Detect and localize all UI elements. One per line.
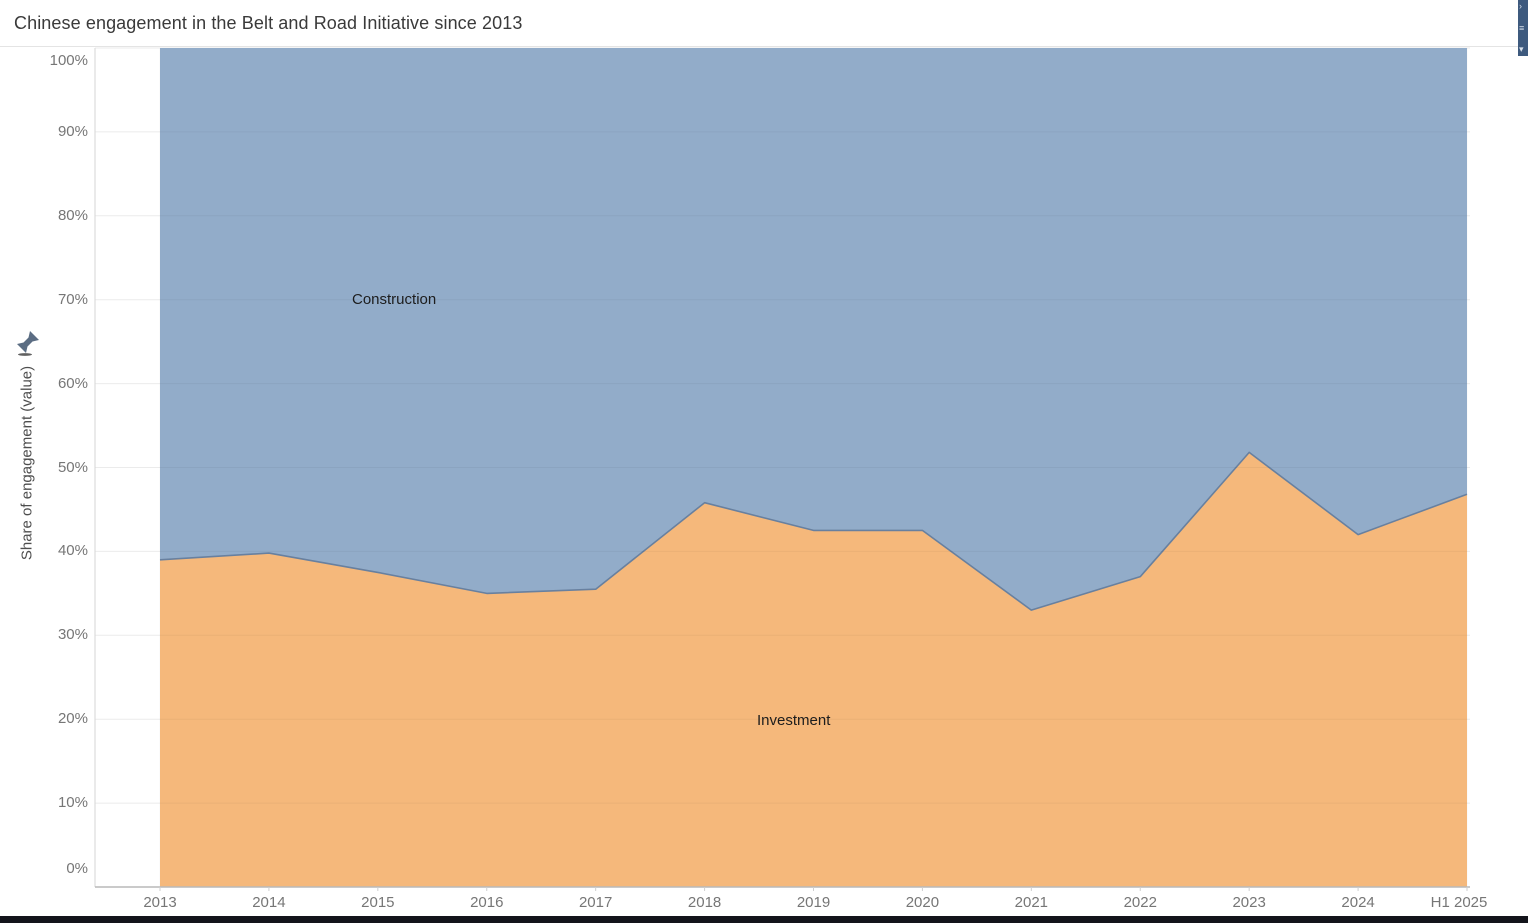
y-tick-label: 30%: [57, 626, 88, 644]
x-tick-label: 2020: [905, 894, 940, 911]
x-tick-label: 2019: [796, 894, 831, 911]
y-tick-label: 50%: [57, 458, 88, 476]
x-tick-label: 2018: [687, 894, 722, 911]
x-tick-label: 2013: [143, 894, 177, 911]
x-tick-label: 2022: [1123, 894, 1157, 911]
collapsed-side-panel[interactable]: › ≡ ▾: [1518, 0, 1528, 56]
y-tick-label: 90%: [57, 122, 88, 140]
investment-series-label: Investment: [757, 712, 831, 729]
x-tick-label: 2023: [1232, 894, 1266, 911]
x-tick-label: 2017: [578, 894, 613, 911]
construction-area[interactable]: [160, 48, 1467, 611]
y-tick-label: 40%: [57, 542, 88, 560]
construction-series-label: Construction: [352, 291, 437, 308]
x-tick-label: 2016: [470, 894, 504, 911]
x-tick-label: H1 2025: [1430, 894, 1488, 911]
y-tick-label: 70%: [57, 290, 88, 308]
series-boundary-line: [159, 451, 1468, 611]
investment-area[interactable]: [160, 452, 1467, 887]
y-tick-label: 60%: [57, 374, 88, 392]
handle-icon[interactable]: ≡: [1519, 22, 1525, 33]
y-tick-label: 0%: [66, 860, 88, 877]
x-tick-label: 2021: [1014, 894, 1049, 911]
x-tick-label: 2014: [252, 894, 286, 911]
x-tick-label: 2015: [361, 894, 395, 911]
y-tick-label: 80%: [57, 206, 88, 224]
pin-icon[interactable]: [16, 330, 40, 356]
y-tick-label: 100%: [49, 52, 88, 69]
y-tick-label: 20%: [57, 710, 88, 728]
title-bar: Chinese engagement in the Belt and Road …: [0, 0, 1528, 47]
y-tick-label: 10%: [57, 794, 88, 812]
x-tick-label: 2024: [1341, 894, 1375, 911]
caret-down-icon[interactable]: ▾: [1519, 44, 1524, 54]
bottom-edge-bar: [0, 916, 1528, 923]
chart-title: Chinese engagement in the Belt and Road …: [14, 12, 523, 33]
chevron-right-icon[interactable]: ›: [1519, 1, 1522, 11]
